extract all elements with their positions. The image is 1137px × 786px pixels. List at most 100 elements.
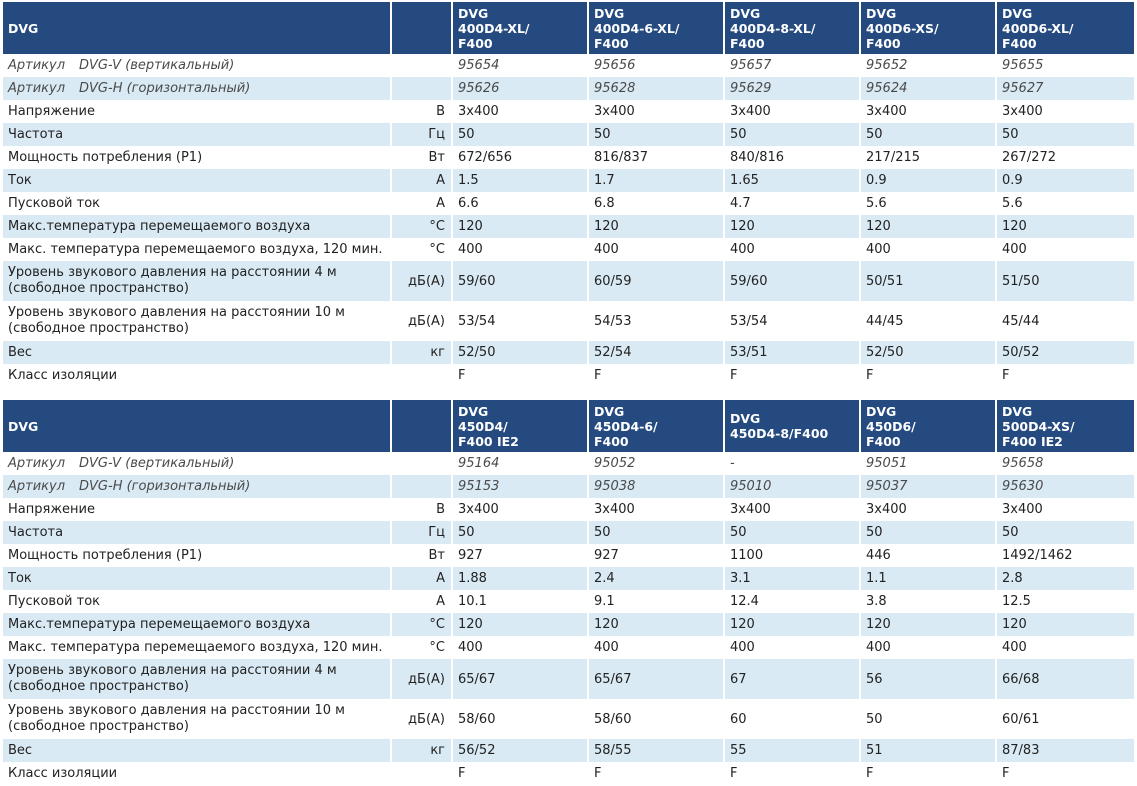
value-cell: 1.88 <box>453 567 589 590</box>
unit-cell <box>392 452 453 475</box>
param-label: Артикул <box>8 58 66 73</box>
value-cell: 45/44 <box>1002 313 1040 329</box>
unit-cell: °С <box>392 636 453 659</box>
value-cell: 50 <box>725 521 861 544</box>
value-cell: 56/52 <box>453 739 589 762</box>
value-cell: 6.8 <box>589 192 725 215</box>
table-row: Макс. температура перемещаемого воздуха,… <box>3 636 1134 659</box>
value-cell: 400 <box>1002 242 1027 257</box>
spec-table-1: DVG DVG 400D4-XL/ F400 DVG 400D4-6-XL/ F40… <box>3 2 1134 387</box>
value-cell: 120 <box>997 613 1134 636</box>
value-cell: 95652 <box>861 54 997 77</box>
value-cell: 95626 <box>453 77 589 100</box>
value-cell: 50/51 <box>861 261 997 301</box>
table-row: Уровень звукового давления на расстоянии… <box>3 659 1134 699</box>
unit-cell <box>392 77 453 100</box>
value-cell: 58/55 <box>589 739 725 762</box>
table-row: Уровень звукового давления на расстоянии… <box>3 699 1134 739</box>
unit-header <box>392 400 453 452</box>
param-cell: Ток <box>3 169 392 192</box>
value-cell: 400 <box>725 238 861 261</box>
value-cell: 50 <box>589 123 725 146</box>
value-cell: 87/83 <box>997 739 1134 762</box>
value-cell: 3.1 <box>725 567 861 590</box>
value-cell: F <box>725 762 861 785</box>
value-cell: 0.9 <box>861 169 997 192</box>
value-cell: 3.8 <box>861 590 997 613</box>
unit-cell: Вт <box>392 544 453 567</box>
table-row: Артикул DVG-H (горизонтальный) 95626 95628 9… <box>3 77 1134 100</box>
value-cell: 3x400 <box>589 100 725 123</box>
param-cell: Уровень звукового давления на расстоянии… <box>3 301 392 341</box>
value-cell: 120 <box>589 215 725 238</box>
value-cell: F <box>861 762 997 785</box>
value-cell: 3x400 <box>861 498 997 521</box>
value-cell: 927 <box>589 544 725 567</box>
param-cell: Артикул DVG-H (горизонтальный) <box>3 77 392 100</box>
value-cell: 95628 <box>589 77 725 100</box>
value-cell: 0.9 <box>997 169 1134 192</box>
param-sublabel: DVG-H (горизонтальный) <box>79 479 251 494</box>
header-row: DVG DVG 400D4-XL/ F400 DVG 400D4-6-XL/ F40… <box>3 2 1134 54</box>
param-sublabel: DVG-V (вертикальный) <box>79 58 235 73</box>
param-cell: Артикул DVG-V (вертикальный) <box>3 452 392 475</box>
value-cell: 50/52 <box>997 341 1134 364</box>
param-label: Артикул <box>8 479 66 494</box>
value-cell: 672/656 <box>453 146 589 169</box>
value-cell: 120 <box>861 215 997 238</box>
table-row: Макс.температура перемещаемого воздуха °С… <box>3 613 1134 636</box>
table-body: Артикул DVG-V (вертикальный) 95654 95656 956… <box>3 54 1134 387</box>
table-row: Напряжение В 3x400 3x400 3x400 3x400 3x400 <box>3 100 1134 123</box>
value-cell: 95052 <box>589 452 725 475</box>
value-cell: 55 <box>725 739 861 762</box>
value-cell: 56 <box>861 659 997 699</box>
value-cell: 1492/1462 <box>1002 548 1073 563</box>
value-cell: 9.1 <box>589 590 725 613</box>
value-cell: 95037 <box>861 475 997 498</box>
value-cell: F <box>1002 368 1010 383</box>
value-cell: 120 <box>861 613 997 636</box>
value-cell: 267/272 <box>1002 150 1057 165</box>
model-header: DVG 450D6/ F400 <box>861 400 997 452</box>
table-row: Класс изоляции F F F F F <box>3 364 1134 387</box>
value-cell: 67 <box>725 659 861 699</box>
value-cell: 1.7 <box>589 169 725 192</box>
table-row: Вес кг 52/50 52/54 53/51 52/50 50/52 <box>3 341 1134 364</box>
unit-cell: дБ(А) <box>392 261 453 301</box>
table-row: Пусковой ток А 10.1 9.1 12.4 3.8 12.5 <box>3 590 1134 613</box>
value-cell: 51 <box>861 739 997 762</box>
model-header: DVG 400D4-XL/ F400 <box>453 2 589 54</box>
value-cell: 60 <box>725 699 861 739</box>
param-cell: Уровень звукового давления на расстоянии… <box>3 699 392 739</box>
value-cell: 59/60 <box>725 261 861 301</box>
value-cell: F <box>453 364 589 387</box>
value-cell: 10.1 <box>453 590 589 613</box>
value-cell: 95624 <box>861 77 997 100</box>
value-cell: 95627 <box>997 77 1134 100</box>
param-cell: Пусковой ток <box>3 192 392 215</box>
value-cell: 50 <box>725 123 861 146</box>
value-cell: 400 <box>453 636 589 659</box>
param-cell: Артикул DVG-H (горизонтальный) <box>3 475 392 498</box>
value-cell: 400 <box>725 636 861 659</box>
unit-cell: °С <box>392 238 453 261</box>
value-cell: 120 <box>725 215 861 238</box>
table-row: Макс. температура перемещаемого воздуха,… <box>3 238 1134 261</box>
value-cell: 50 <box>861 521 997 544</box>
value-cell: 95051 <box>861 452 997 475</box>
value-cell: 120 <box>453 215 589 238</box>
value-cell: 59/60 <box>453 261 589 301</box>
value-cell: 65/67 <box>453 659 589 699</box>
unit-cell: °С <box>392 613 453 636</box>
table-row: Ток А 1.5 1.7 1.65 0.9 0.9 <box>3 169 1134 192</box>
param-sublabel: DVG-H (горизонтальный) <box>79 81 251 96</box>
value-cell: 4.7 <box>725 192 861 215</box>
value-cell: 1.65 <box>725 169 861 192</box>
param-cell: Мощность потребления (P1) <box>3 544 392 567</box>
table-row: Частота Гц 50 50 50 50 50 <box>3 521 1134 544</box>
value-cell: F <box>861 364 997 387</box>
param-cell: Мощность потребления (P1) <box>3 146 392 169</box>
value-cell: 12.5 <box>1002 594 1031 609</box>
param-cell: Класс изоляции <box>3 762 392 785</box>
value-cell: 120 <box>453 613 589 636</box>
